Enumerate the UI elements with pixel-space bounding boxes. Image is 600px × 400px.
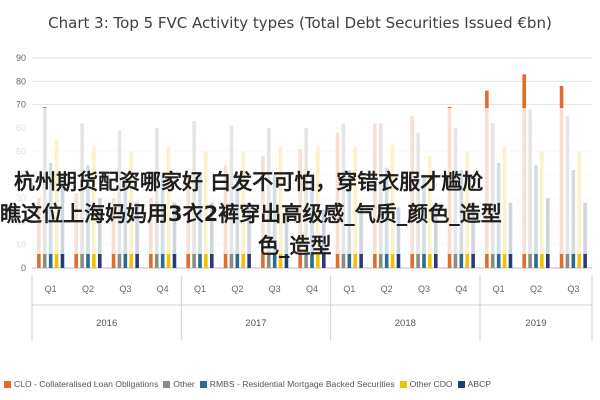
overlay-text-line-2[interactable]: 瞧这位上海妈妈用3衣2裤穿出高级感_气质_颜色_造型	[0, 202, 502, 226]
year-label: 2019	[525, 318, 546, 329]
y-tick-label: 0	[21, 263, 26, 273]
legend-swatch	[4, 380, 11, 388]
overlay-text-line-3[interactable]: 色_造型	[258, 234, 332, 258]
legend-item: Other	[163, 379, 195, 389]
overlay-text-line-1[interactable]: 杭州期货配资哪家好 白发不可怕，穿错衣服才尴尬	[14, 170, 484, 194]
y-tick-label: 70	[16, 100, 26, 110]
legend-swatch	[457, 380, 465, 388]
x-tick-label: Q1	[194, 284, 206, 294]
x-tick-label: Q3	[418, 284, 430, 294]
y-tick-label: 80	[16, 76, 26, 86]
legend-item: CLO - Collateralised Loan Obligations	[4, 379, 158, 389]
x-axis: Q1 Q2 Q3 Q4 Q1 Q2 Q3 Q4 Q1 Q2 Q3 Q4 Q1 Q2 Q3 2016 2017 20…	[31, 276, 593, 340]
x-tick-label: Q4	[157, 284, 169, 294]
legend-label: Other	[173, 379, 195, 389]
x-tick-label: Q2	[231, 284, 243, 294]
legend-label: Other CDO	[409, 379, 453, 389]
year-label: 2016	[96, 318, 117, 329]
legend-label: RMBS - Residential Mortgage Backed Secur…	[209, 379, 395, 389]
legend-item: Other CDO	[399, 379, 453, 389]
x-tick-label: Q4	[306, 284, 318, 294]
legend-item: ABCP	[457, 379, 492, 389]
x-tick-label: Q3	[269, 284, 281, 294]
x-tick-label: Q2	[82, 284, 94, 294]
chart-title: Chart 3: Top 5 FVC Activity types (Total…	[48, 14, 552, 32]
x-tick-label: Q3	[119, 284, 131, 294]
x-tick-label: Q3	[567, 284, 579, 294]
x-tick-label: Q1	[493, 284, 505, 294]
chart-legend: CLO - Collateralised Loan Obligations Oth…	[4, 375, 600, 393]
legend-swatch	[199, 380, 207, 388]
overlay-banner	[0, 108, 600, 254]
legend-item: RMBS - Residential Mortgage Backed Secur…	[199, 379, 395, 389]
x-tick-label: Q1	[343, 284, 355, 294]
x-tick-label: Q4	[455, 284, 467, 294]
legend-label: ABCP	[467, 379, 492, 389]
legend-label: CLO - Collateralised Loan Obligations	[14, 379, 159, 389]
x-tick-label: Q2	[530, 284, 542, 294]
legend-swatch	[399, 380, 407, 388]
year-label: 2018	[395, 318, 416, 329]
year-label: 2017	[245, 318, 266, 329]
x-tick-label: Q2	[381, 284, 393, 294]
y-tick-label: 90	[16, 53, 26, 63]
x-tick-label: Q1	[45, 284, 57, 294]
legend-swatch	[163, 380, 171, 388]
